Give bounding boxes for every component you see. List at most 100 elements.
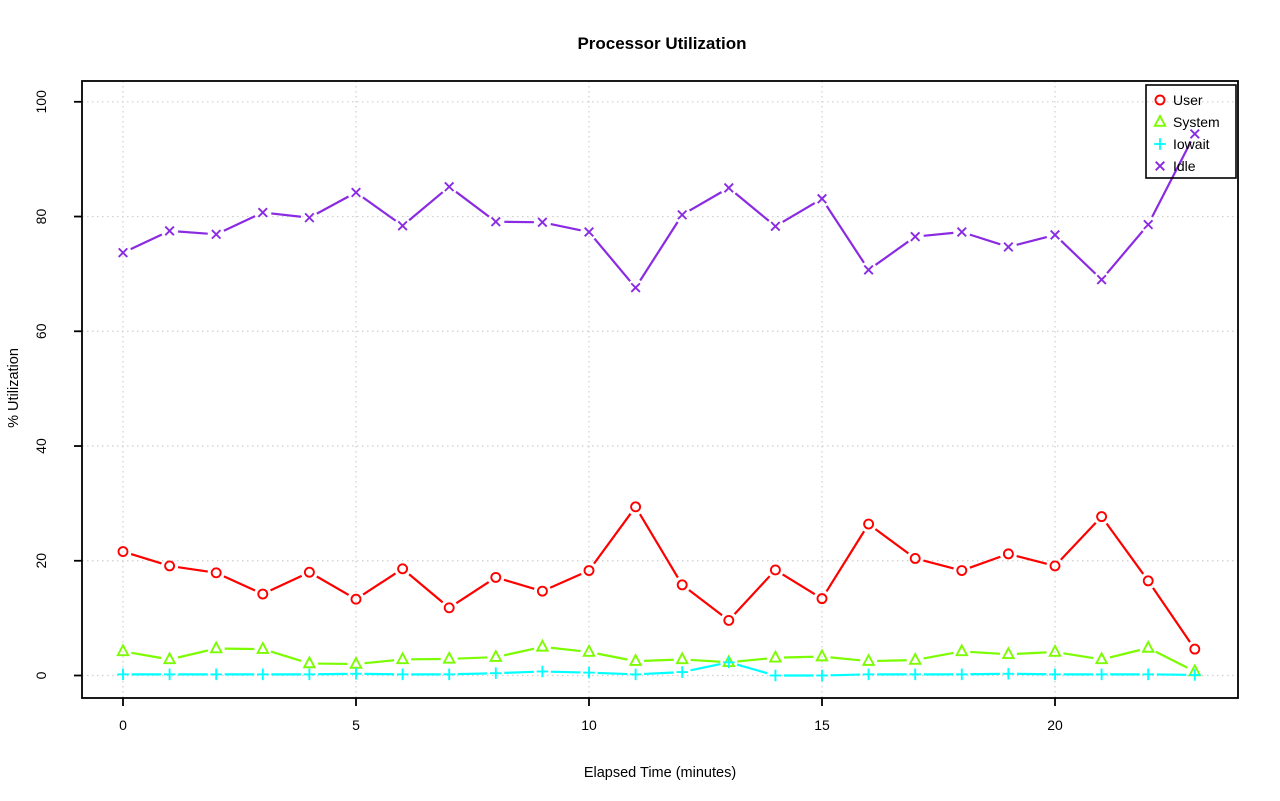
idle-line-segment <box>782 202 816 223</box>
iowait-line-segment <box>644 671 674 676</box>
user-line-segment <box>782 573 816 596</box>
idle-line-segment <box>1106 230 1144 274</box>
legend-marker-user <box>1154 94 1166 106</box>
system-line-segment <box>830 656 861 662</box>
idle-marker <box>118 247 128 258</box>
x-tick-label: 20 <box>1047 717 1063 733</box>
system-line-segment <box>970 650 1000 655</box>
y-tick-label: 100 <box>33 90 49 114</box>
idle-marker <box>630 282 641 293</box>
idle-marker <box>1050 229 1060 240</box>
iowait-line-segment <box>597 671 628 676</box>
y-tick-label: 20 <box>33 553 49 569</box>
idle-line-segment <box>223 215 256 232</box>
idle-line-segment <box>825 205 865 264</box>
user-marker <box>909 553 921 564</box>
idle-marker <box>584 227 594 238</box>
iowait-line-segment <box>690 662 721 672</box>
system-marker <box>861 653 876 666</box>
idle-line-segment <box>455 190 490 218</box>
system-line-segment <box>503 647 535 657</box>
user-marker <box>397 563 409 575</box>
system-marker <box>675 651 689 665</box>
x-tick-label: 0 <box>119 717 127 733</box>
user-line-segment <box>733 575 771 615</box>
user-line-segment <box>1105 522 1145 575</box>
user-marker <box>1189 643 1201 655</box>
x-tick-label: 10 <box>581 717 597 733</box>
user-marker <box>1096 511 1108 523</box>
user-line-segment <box>1152 587 1191 643</box>
system-marker <box>768 649 783 663</box>
plot-area: 0 5 10 15 20 0 20 40 60 80 100 User System Iowait Idle <box>33 80 1239 733</box>
idle-marker <box>164 225 175 236</box>
iowait-line-segment <box>457 672 488 676</box>
user-line-segment <box>503 578 535 590</box>
legend: User System Iowait Idle <box>1145 84 1237 179</box>
system-line-segment <box>131 651 162 660</box>
user-line-segment <box>408 573 444 604</box>
idle-line-segment <box>362 196 397 222</box>
chart-title: Processor Utilization <box>577 34 746 53</box>
system-line-segment <box>364 659 395 665</box>
user-line-segment <box>1060 522 1097 561</box>
system-marker <box>442 650 456 664</box>
idle-line-segment <box>1151 140 1192 218</box>
axis-ticks <box>74 100 1056 706</box>
system-marker <box>162 651 177 665</box>
idle-marker <box>351 187 361 198</box>
idle-line-segment <box>1016 235 1048 246</box>
idle-marker <box>444 181 455 192</box>
system-line-segment <box>923 651 954 660</box>
user-marker <box>816 593 828 605</box>
series-idle <box>118 128 1200 293</box>
system-marker <box>1094 651 1109 665</box>
idle-line-segment <box>923 231 954 237</box>
idle-marker <box>863 264 874 275</box>
idle-line-segment <box>593 237 631 282</box>
user-marker <box>443 602 455 614</box>
iowait-line-segment <box>504 670 534 674</box>
x-axis-title: Elapsed Time (minutes) <box>584 765 736 781</box>
user-marker <box>257 588 269 600</box>
user-line-segment <box>593 513 632 565</box>
user-line-segment <box>825 530 866 592</box>
user-line-segment <box>874 528 910 555</box>
user-marker <box>350 593 362 605</box>
iowait-line-segment <box>830 673 861 677</box>
system-line-segment <box>1063 652 1094 660</box>
idle-line-segment <box>316 195 350 215</box>
series-iowait <box>117 656 1201 682</box>
iowait-line-segment <box>736 663 768 675</box>
user-line-segment <box>969 555 1001 569</box>
system-marker <box>1001 646 1016 660</box>
system-marker <box>908 651 922 665</box>
y-tick-label: 0 <box>33 671 49 679</box>
user-marker <box>1142 575 1154 587</box>
system-line-segment <box>457 656 488 660</box>
legend-label-system: System <box>1173 114 1220 130</box>
idle-line-segment <box>874 240 909 266</box>
user-line-segment <box>639 513 679 579</box>
idle-marker <box>257 207 268 218</box>
series-user <box>117 501 1201 655</box>
user-line-segment <box>270 574 303 592</box>
user-marker <box>723 614 735 626</box>
system-line-segment <box>270 650 302 663</box>
user-line-segment <box>923 559 954 570</box>
user-line-segment <box>549 572 582 589</box>
user-line-segment <box>455 581 490 605</box>
user-line-segment <box>316 575 350 596</box>
user-marker <box>117 546 129 558</box>
idle-line-segment <box>271 212 302 218</box>
plot-frame <box>81 80 1239 699</box>
user-marker <box>1002 548 1014 560</box>
user-marker <box>210 567 222 579</box>
system-line-segment <box>783 655 814 659</box>
user-line-segment <box>362 572 397 596</box>
system-marker <box>256 641 270 654</box>
legend-label-iowait: Iowait <box>1173 136 1210 152</box>
idle-line-segment <box>689 191 722 212</box>
user-marker <box>1049 560 1061 572</box>
series-system <box>116 638 1202 677</box>
